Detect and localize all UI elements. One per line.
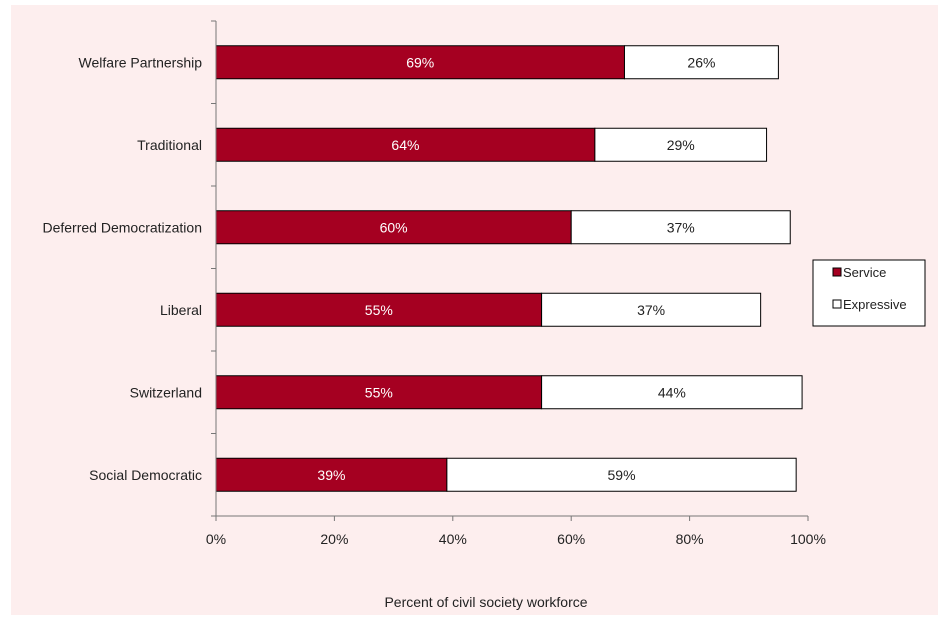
data-label-expressive-2: 37%: [667, 219, 695, 235]
x-tick-label-5: 100%: [790, 531, 826, 547]
bar-expressive-3: [541, 292, 762, 327]
legend-swatch-service: [832, 267, 842, 277]
bars-layer: [215, 45, 803, 492]
data-label-service-3: 55%: [365, 302, 393, 318]
x-tick-label-4: 80%: [676, 531, 704, 547]
category-label-4: Switzerland: [130, 384, 202, 400]
data-label-service-1: 64%: [391, 137, 419, 153]
category-label-1: Traditional: [137, 137, 202, 153]
data-label-service-5: 39%: [317, 467, 345, 483]
bar-expressive-0: [623, 45, 779, 80]
legend-box: [812, 259, 926, 327]
x-tick-label-1: 20%: [320, 531, 348, 547]
data-label-service-0: 69%: [406, 54, 434, 70]
x-axis-title: Percent of civil society workforce: [384, 594, 587, 610]
x-tick-label-0: 0%: [206, 531, 226, 547]
bar-service-5: [215, 457, 448, 492]
bar-expressive-1: [594, 127, 768, 162]
category-label-3: Liberal: [160, 302, 202, 318]
bar-service-0: [215, 45, 625, 80]
data-label-service-4: 55%: [365, 384, 393, 400]
category-label-5: Social Democratic: [89, 467, 202, 483]
category-label-2: Deferred Democratization: [42, 219, 202, 235]
bar-expressive-4: [541, 375, 803, 410]
legend-label-service: Service: [843, 265, 886, 280]
data-label-expressive-5: 59%: [608, 467, 636, 483]
x-tick-label-3: 60%: [557, 531, 585, 547]
axes-layer: 0% 20% 40% 60% 80% 100%: [206, 20, 826, 547]
data-label-expressive-3: 37%: [637, 302, 665, 318]
legend-label-expressive: Expressive: [843, 297, 907, 312]
bar-service-2: [215, 210, 572, 245]
legend-swatch-expressive: [832, 299, 842, 309]
bar-expressive-2: [570, 210, 791, 245]
bar-expressive-5: [446, 457, 797, 492]
labels-layer: 69% 26% Welfare Partnership 64% 29% Tradition…: [42, 54, 715, 483]
data-label-expressive-0: 26%: [687, 54, 715, 70]
category-label-0: Welfare Partnership: [79, 54, 203, 70]
legend: Service Expressive: [812, 259, 926, 327]
data-label-expressive-1: 29%: [667, 137, 695, 153]
data-label-service-2: 60%: [380, 219, 408, 235]
data-label-expressive-4: 44%: [658, 384, 686, 400]
bar-service-1: [215, 127, 596, 162]
x-tick-label-2: 40%: [439, 531, 467, 547]
